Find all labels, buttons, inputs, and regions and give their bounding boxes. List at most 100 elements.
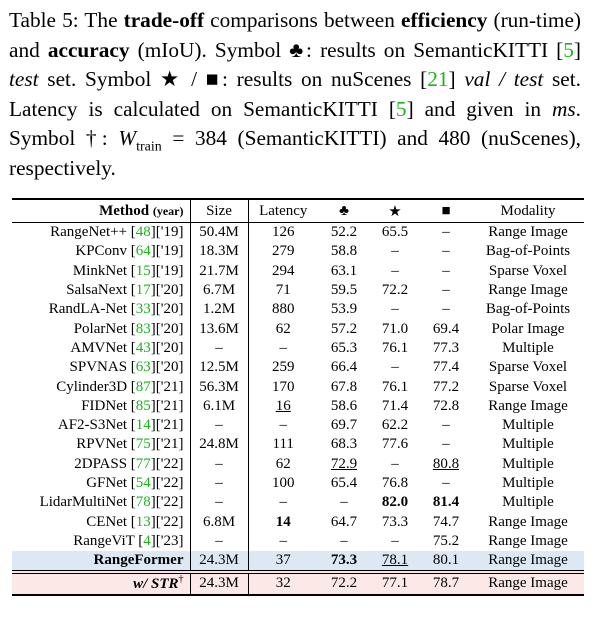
method-name: KPConv [ bbox=[75, 243, 136, 260]
header-cell: Latency bbox=[259, 202, 308, 219]
citation[interactable]: 48 bbox=[135, 224, 151, 241]
value-cell: 62 bbox=[275, 455, 291, 472]
value-cell: 78.7 bbox=[420, 572, 472, 595]
value-cell: Sparse Voxel bbox=[488, 378, 568, 395]
math-subscript: train bbox=[136, 139, 162, 155]
value-cell: Multiple bbox=[502, 494, 554, 511]
citation[interactable]: 5 bbox=[395, 96, 407, 121]
method-year: ]['20] bbox=[150, 339, 184, 356]
table-row: GFNet [54]['22] –100 65.4 76.8– Multiple bbox=[12, 473, 584, 494]
header-text: (year) bbox=[152, 203, 184, 218]
value-cell: – bbox=[442, 301, 450, 318]
value-cell: Multiple bbox=[502, 339, 554, 356]
citation[interactable]: 64 bbox=[135, 243, 151, 260]
table-body: RangeNet++ [48]['19] 50.4M 126 52.2 65.5– Ran… bbox=[12, 222, 584, 595]
citation[interactable]: 85 bbox=[135, 397, 151, 414]
value-cell: 111 bbox=[272, 436, 294, 453]
citation[interactable]: 87 bbox=[135, 378, 151, 395]
value-cell: 65.5 bbox=[381, 224, 409, 241]
value-cell: 6.1M bbox=[190, 396, 249, 416]
value-cell: 80.1 bbox=[420, 551, 472, 573]
citation[interactable]: 83 bbox=[135, 320, 151, 337]
citation[interactable]: 15 bbox=[135, 262, 151, 279]
value-cell: – bbox=[391, 301, 399, 318]
value-cell: 6.7M bbox=[190, 280, 249, 301]
value-cell: 69.4 bbox=[432, 320, 460, 337]
citation[interactable]: 14 bbox=[135, 417, 151, 434]
caption-text: ] and given in bbox=[406, 96, 552, 121]
citation[interactable]: 75 bbox=[135, 436, 151, 453]
value-cell: 76.1 bbox=[381, 339, 409, 356]
value-cell: 259 bbox=[272, 359, 295, 376]
method-year: ]['20] bbox=[150, 282, 184, 299]
table-row: RandLA-Net [33]['20] 1.2M 880 53.9– – Bag-of-… bbox=[12, 300, 584, 320]
citation[interactable]: 78 bbox=[135, 494, 151, 511]
value-cell: 170 bbox=[272, 378, 295, 395]
citation[interactable]: 21 bbox=[427, 67, 449, 91]
citation[interactable]: 33 bbox=[135, 301, 151, 318]
value-cell: 53.9 bbox=[330, 301, 358, 318]
method-cell: KPConv [64]['19] bbox=[12, 242, 191, 262]
method-name: RangeNet++ [ bbox=[50, 224, 136, 241]
method-name: MinkNet [ bbox=[72, 262, 136, 279]
value-cell: 72.2 bbox=[318, 572, 370, 595]
method-year: ]['21] bbox=[150, 417, 184, 434]
citation[interactable]: 17 bbox=[135, 282, 151, 299]
table-row: RPVNet [75]['21] 24.8M 111 68.3 77.6– Multipl… bbox=[12, 435, 584, 455]
method-name: Cylinder3D [ bbox=[56, 378, 136, 395]
value-cell: 71.0 bbox=[381, 320, 409, 337]
caption: Table 5: The trade-off comparisons betwe… bbox=[9, 6, 581, 183]
value-cell: – bbox=[442, 224, 450, 241]
caption-text: Table 5: The bbox=[9, 8, 124, 32]
method-name: PolarNet [ bbox=[73, 320, 136, 337]
value-cell: – bbox=[340, 532, 348, 549]
method-cell: MinkNet [15]['19] bbox=[12, 261, 191, 281]
value-cell: Sparse Voxel bbox=[488, 359, 568, 376]
value-cell: 77.2 bbox=[432, 378, 460, 395]
citation[interactable]: 43 bbox=[135, 339, 151, 356]
caption-text: set. Latency is calculated on SemanticKI… bbox=[9, 67, 581, 121]
citation[interactable]: 4 bbox=[143, 532, 151, 549]
method-name: RandLA-Net [ bbox=[48, 301, 136, 318]
results-table: Method (year) Size Latency ♣ ★ ■ Modalit… bbox=[12, 198, 584, 596]
method-name: 2DPASS [ bbox=[74, 455, 136, 472]
value-cell: – bbox=[190, 338, 249, 359]
value-cell: Multiple bbox=[502, 417, 554, 434]
citation[interactable]: 54 bbox=[135, 475, 151, 491]
value-cell: 80.8 bbox=[432, 455, 460, 472]
value-cell: – bbox=[190, 531, 249, 552]
citation[interactable]: 5 bbox=[563, 37, 574, 62]
value-cell: Bag-of-Points bbox=[485, 301, 571, 318]
method-cell: CENet [13]['22] bbox=[12, 512, 191, 532]
header-cell: Modality bbox=[500, 202, 556, 219]
value-cell: 63.1 bbox=[330, 262, 358, 279]
value-cell: 12.5M bbox=[190, 358, 249, 378]
citation[interactable]: 77 bbox=[135, 455, 151, 472]
method-cell: GFNet [54]['22] bbox=[12, 473, 191, 494]
method-cell: w/ STR† bbox=[12, 572, 191, 595]
value-cell: 62 bbox=[275, 320, 291, 337]
value-cell: – bbox=[279, 494, 288, 511]
value-cell: – bbox=[391, 455, 399, 472]
caption-bold: trade-off bbox=[123, 8, 205, 32]
method-name: LidarMultiNet [ bbox=[39, 494, 136, 511]
value-cell: 21.7M bbox=[190, 261, 249, 281]
value-cell: 58.8 bbox=[330, 243, 358, 260]
value-cell: 71.4 bbox=[381, 397, 409, 414]
method-year: ]['22] bbox=[150, 494, 184, 511]
value-cell: 58.6 bbox=[330, 397, 358, 414]
caption-italic: test bbox=[9, 67, 39, 91]
table-row: RangeNet++ [48]['19] 50.4M 126 52.2 65.5– Ran… bbox=[12, 222, 584, 243]
method-name: RangeFormer bbox=[93, 552, 184, 569]
table-row: RangeViT [4]['23] – – – –75.2 Range Image bbox=[12, 531, 584, 552]
citation[interactable]: 13 bbox=[135, 513, 151, 530]
method-year: ]['19] bbox=[150, 262, 184, 279]
method-year: ]['19] bbox=[150, 224, 184, 241]
table-row: SPVNAS [63]['20] 12.5M 259 66.4–77.4 Sparse … bbox=[12, 358, 584, 378]
citation[interactable]: 63 bbox=[135, 359, 151, 376]
value-cell: 71 bbox=[275, 282, 291, 299]
value-cell: 77.6 bbox=[381, 436, 409, 453]
table-row: AF2-S3Net [14]['21] – –69.7 62.2– Multiple bbox=[12, 415, 584, 436]
value-cell: 69.7 bbox=[330, 417, 358, 434]
